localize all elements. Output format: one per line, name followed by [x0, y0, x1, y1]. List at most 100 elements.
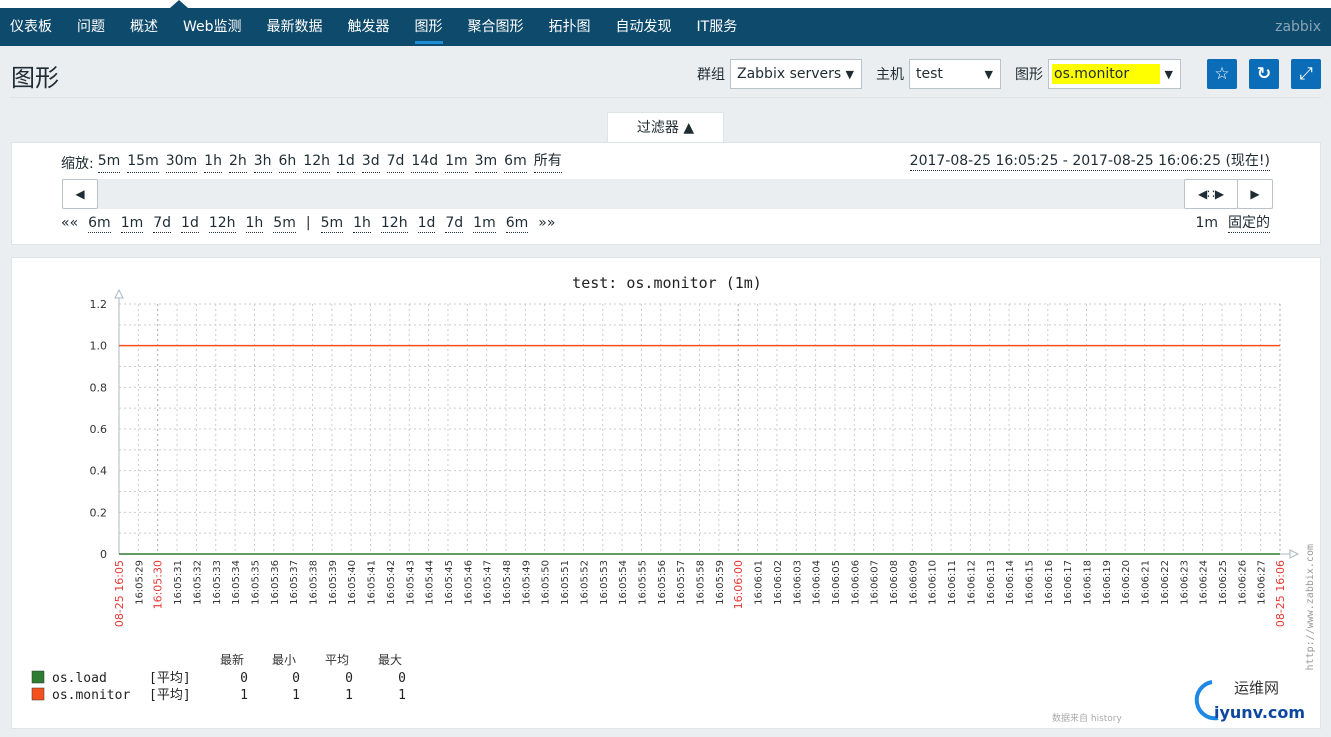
- x-tick-label: 16:05:40: [347, 560, 358, 605]
- nav-item[interactable]: 触发器: [347, 19, 390, 35]
- fullscreen-button[interactable]: ⤢: [1291, 59, 1321, 89]
- move-back-all[interactable]: ««: [61, 215, 79, 231]
- x-tick-label: 16:06:02: [773, 560, 784, 605]
- move-forward-option[interactable]: 12h: [380, 215, 408, 233]
- legend-series-name: os.load: [52, 671, 107, 686]
- zoom-option[interactable]: 1h: [204, 153, 222, 173]
- host-select[interactable]: test ▼: [909, 59, 1001, 89]
- zoom-option[interactable]: 所有: [533, 153, 562, 173]
- x-tick-label: 16:06:24: [1199, 560, 1210, 605]
- group-label: 群组: [697, 67, 725, 83]
- refresh-button[interactable]: ↻: [1249, 59, 1279, 89]
- zoom-option[interactable]: 3d: [361, 153, 380, 173]
- chevron-down-icon: ▼: [845, 67, 854, 81]
- nav-item[interactable]: 概述: [130, 19, 158, 35]
- scroll-right-button[interactable]: ▶: [1237, 179, 1273, 209]
- period-range[interactable]: 2017-08-25 16:05:25 - 2017-08-25 16:06:2…: [909, 153, 1270, 171]
- x-tick-label: 16:06:16: [1044, 560, 1055, 605]
- scroll-left-button[interactable]: ◀: [62, 179, 98, 209]
- move-forward-all[interactable]: »»: [538, 215, 556, 231]
- timeline-scrollbar[interactable]: ◀ ◀∷▶ ▶: [62, 179, 1273, 209]
- nav-item[interactable]: 聚合图形: [467, 19, 524, 35]
- x-tick-label: 16:06:13: [986, 560, 997, 605]
- move-back-option[interactable]: 6m: [88, 215, 111, 233]
- x-tick-label: 16:06:18: [1083, 560, 1094, 605]
- move-forward-option[interactable]: 7d: [445, 215, 464, 233]
- x-tick-label: 16:05:32: [192, 560, 203, 605]
- fullscreen-icon: ⤢: [1299, 64, 1313, 84]
- y-tick-label: 1.0: [90, 340, 108, 353]
- nav-item[interactable]: 问题: [77, 19, 105, 35]
- page-title: 图形: [11, 64, 59, 92]
- x-tick-label: 16:06:15: [1024, 560, 1035, 605]
- move-forward-option[interactable]: 5m: [320, 215, 344, 233]
- fixed-toggle[interactable]: 固定的: [1228, 215, 1270, 233]
- x-tick-label: 16:06:06: [850, 560, 861, 605]
- move-forward-option[interactable]: 1d: [417, 215, 436, 233]
- x-tick-label: 16:05:51: [560, 560, 571, 605]
- move-back-option[interactable]: 1h: [245, 215, 264, 233]
- x-tick-label: 16:05:52: [579, 560, 590, 605]
- zoom-option[interactable]: 6m: [504, 153, 527, 173]
- nav-item[interactable]: IT服务: [696, 19, 738, 35]
- zoom-option[interactable]: 1m: [445, 153, 468, 173]
- zoom-option[interactable]: 7d: [386, 153, 405, 173]
- zoom-option[interactable]: 3h: [253, 153, 272, 173]
- nav-item[interactable]: 仪表板: [10, 19, 52, 35]
- x-tick-label: 16:05:48: [502, 560, 513, 605]
- legend-max: 1: [398, 688, 406, 703]
- favorite-button[interactable]: ☆: [1207, 59, 1237, 89]
- y-tick-label: 1.2: [90, 298, 108, 311]
- duration: 1m: [1195, 215, 1218, 231]
- arrow-right-icon: ▶: [1250, 187, 1260, 201]
- zoom-option[interactable]: 1d: [336, 153, 355, 173]
- watermark-en: iyunv.com: [1214, 703, 1305, 722]
- nav-item[interactable]: 拓扑图: [548, 19, 591, 35]
- move-forward-option[interactable]: 6m: [505, 215, 529, 233]
- filter-panel: 缩放: 5m 15m 30m 1h 2h 3h 6h 12h 1d 3d 7d 14d 1m 3m 6m 所有…: [11, 142, 1321, 245]
- filter-tab[interactable]: 过滤器 ▲: [607, 112, 724, 143]
- zoom-option[interactable]: 14d: [411, 153, 439, 173]
- y-tick-label: 0.8: [90, 381, 108, 394]
- x-tick-label: 16:05:41: [367, 560, 378, 605]
- move-back-option[interactable]: 1d: [181, 215, 199, 233]
- move-back-option[interactable]: 12h: [208, 215, 236, 233]
- refresh-icon: ↻: [1256, 64, 1272, 84]
- move-back-option[interactable]: 1m: [120, 215, 144, 233]
- nav-item[interactable]: Web监测: [183, 19, 242, 35]
- x-tick-label: 16:05:43: [405, 560, 416, 605]
- x-tick-label: 16:05:56: [657, 560, 668, 605]
- x-tick-label: 16:06:19: [1102, 560, 1113, 605]
- data-source-note: 数据来自 history: [1052, 712, 1122, 724]
- nav-item[interactable]: 图形: [414, 8, 443, 46]
- scroll-handle[interactable]: ◀∷▶: [1184, 179, 1238, 209]
- x-axis-arrow-icon: [1289, 549, 1300, 559]
- x-tick-label: 16:05:37: [289, 560, 300, 605]
- x-tick-label: 16:05:38: [309, 560, 320, 605]
- group-select[interactable]: Zabbix servers ▼: [730, 59, 862, 89]
- move-forward-option[interactable]: 1h: [353, 215, 371, 233]
- nav-item[interactable]: 自动发现: [615, 19, 672, 35]
- zoom-option[interactable]: 15m: [127, 153, 159, 173]
- zoom-option[interactable]: 5m: [97, 153, 121, 173]
- x-tick-label: 16:05:54: [618, 560, 629, 605]
- move-back-option[interactable]: 7d: [153, 215, 172, 233]
- x-tick-label: 16:05:47: [483, 560, 494, 605]
- x-tick-label: 16:05:34: [231, 560, 242, 605]
- legend-header: 最小: [272, 653, 296, 667]
- move-forward-option[interactable]: 1m: [473, 215, 496, 233]
- graph-select[interactable]: os.monitor ▼: [1048, 59, 1181, 89]
- move-back-option[interactable]: 5m: [273, 215, 296, 233]
- x-tick-label: 16:05:45: [444, 560, 455, 605]
- nav-item[interactable]: 最新数据: [266, 19, 323, 35]
- zoom-option[interactable]: 3m: [474, 153, 498, 173]
- x-tick-label: 16:05:55: [637, 560, 648, 605]
- zoom-option[interactable]: 2h: [228, 153, 247, 173]
- x-tick-label: 16:06:23: [1179, 560, 1190, 605]
- zoom-option[interactable]: 6h: [278, 153, 297, 173]
- x-tick-label: 16:06:01: [754, 560, 765, 605]
- page-header: 图形 群组 Zabbix servers ▼ 主机 test ▼ 图形 os.mon…: [10, 46, 1321, 98]
- chart-title: test: os.monitor (1m): [572, 274, 762, 292]
- zoom-option[interactable]: 30m: [165, 153, 198, 173]
- zoom-option[interactable]: 12h: [303, 153, 330, 173]
